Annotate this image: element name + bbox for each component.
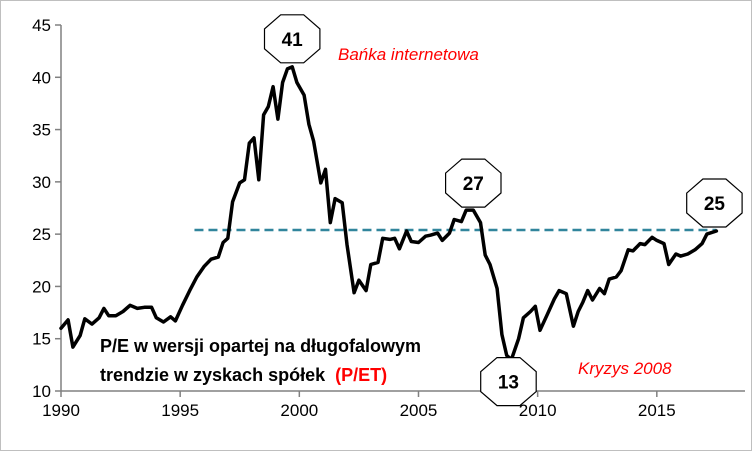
annotation-bubble-last-2017	[686, 178, 743, 228]
y-tick-label: 25	[32, 225, 51, 244]
x-tick-label: 1990	[42, 401, 80, 420]
x-tick-label: 2015	[638, 401, 676, 420]
x-tick-label: 2005	[400, 401, 438, 420]
annotations-layer: 41 27 13 25	[263, 14, 743, 407]
y-tick-label: 10	[32, 382, 51, 401]
x-tick-label: 2000	[280, 401, 318, 420]
annotation-bubble-low-2009	[480, 357, 537, 407]
description-line-2: trendzie w zyskach spółek (P/ET)	[100, 365, 387, 385]
annotation-value-peak-2007: 27	[463, 174, 484, 195]
y-tick-label: 40	[32, 68, 51, 87]
y-tick-label: 30	[32, 173, 51, 192]
description-line-1: P/E w wersji opartej na długofalowym	[100, 336, 421, 356]
x-tick-label: 2010	[519, 401, 557, 420]
y-tick-label: 35	[32, 121, 51, 140]
x-tick-label: 1995	[161, 401, 199, 420]
annotation-bubble-peak-2007	[445, 158, 502, 208]
annotation-value-last-2017: 25	[704, 194, 726, 215]
ticks-layer: 10 15 20 25 30 35 40 45 1990 1995 2000 2005 2010 2015	[32, 16, 676, 420]
y-tick-label: 15	[32, 330, 51, 349]
y-tick-label: 20	[32, 277, 51, 296]
annotation-bubble-peak-2000	[263, 14, 321, 64]
bubble-annotation: Bańka internetowa	[338, 45, 479, 64]
y-tick-label: 45	[32, 16, 51, 35]
crisis-annotation: Kryzys 2008	[578, 359, 672, 378]
annotation-value-low-2009: 13	[498, 373, 519, 394]
description-line-2-text: trendzie w zyskach spółek	[100, 365, 326, 385]
pe-series-line	[59, 65, 719, 362]
series-layer	[59, 65, 719, 362]
annotation-value-peak-2000: 41	[282, 30, 304, 51]
description-highlight: (P/ET)	[335, 365, 387, 385]
